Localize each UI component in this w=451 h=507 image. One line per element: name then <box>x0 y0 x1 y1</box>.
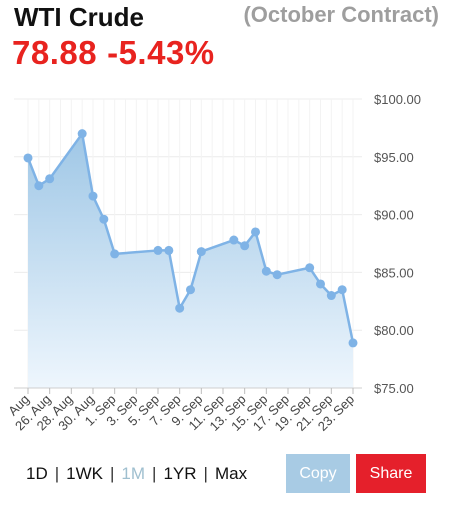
data-point <box>99 214 109 224</box>
chart-controls: 1D | 1WK | 1M | 1YR | Max Copy Share <box>0 450 451 498</box>
y-tick-label: $75.00 <box>374 381 414 396</box>
data-point <box>337 285 347 295</box>
y-tick-label: $80.00 <box>374 323 414 338</box>
percent-change: -5.43% <box>107 34 215 71</box>
contract-subtitle: (October Contract) <box>243 2 439 27</box>
range-separator: | <box>203 464 208 483</box>
data-point <box>261 266 271 276</box>
range-1m[interactable]: 1M <box>121 464 146 483</box>
price-line <box>26 132 355 344</box>
data-point <box>316 279 325 289</box>
quote-header: WTI Crude (October Contract) 78.88 -5.43% <box>0 0 451 80</box>
y-tick-label: $90.00 <box>374 208 414 223</box>
range-1d[interactable]: 1D <box>26 464 48 483</box>
range-max[interactable]: Max <box>214 464 248 483</box>
data-point <box>88 191 98 201</box>
last-price: 78.88 <box>12 34 98 71</box>
data-point <box>240 241 250 251</box>
data-point <box>164 245 174 255</box>
data-point <box>77 129 87 139</box>
y-tick-label: $100.00 <box>374 92 421 107</box>
data-point <box>348 338 358 348</box>
data-point <box>110 249 120 259</box>
y-tick-label: $85.00 <box>374 265 414 280</box>
range-1yr[interactable]: 1YR <box>163 464 197 483</box>
share-button[interactable]: Share <box>356 454 426 493</box>
data-point <box>251 227 260 237</box>
data-point <box>229 235 239 245</box>
data-point <box>23 153 33 163</box>
data-point <box>326 291 336 301</box>
y-tick-label: $95.00 <box>374 150 414 165</box>
data-point <box>186 285 195 295</box>
data-point <box>272 270 282 280</box>
data-point <box>175 303 185 313</box>
copy-button[interactable]: Copy <box>286 454 350 493</box>
data-point <box>45 174 55 184</box>
range-1wk[interactable]: 1WK <box>66 464 103 483</box>
price-area <box>28 133 353 388</box>
data-point <box>196 247 206 257</box>
range-separator: | <box>110 464 115 483</box>
price-row: 78.88 -5.43% <box>12 34 215 72</box>
data-point <box>305 263 315 273</box>
instrument-title: WTI Crude <box>14 2 144 32</box>
data-point <box>34 181 44 191</box>
range-separator: | <box>152 464 157 483</box>
data-point <box>153 245 163 255</box>
price-chart: $75.00$80.00$85.00$90.00$95.00$100.00 Au… <box>5 92 421 434</box>
range-selector: 1D | 1WK | 1M | 1YR | Max <box>26 464 247 484</box>
range-separator: | <box>54 464 60 483</box>
